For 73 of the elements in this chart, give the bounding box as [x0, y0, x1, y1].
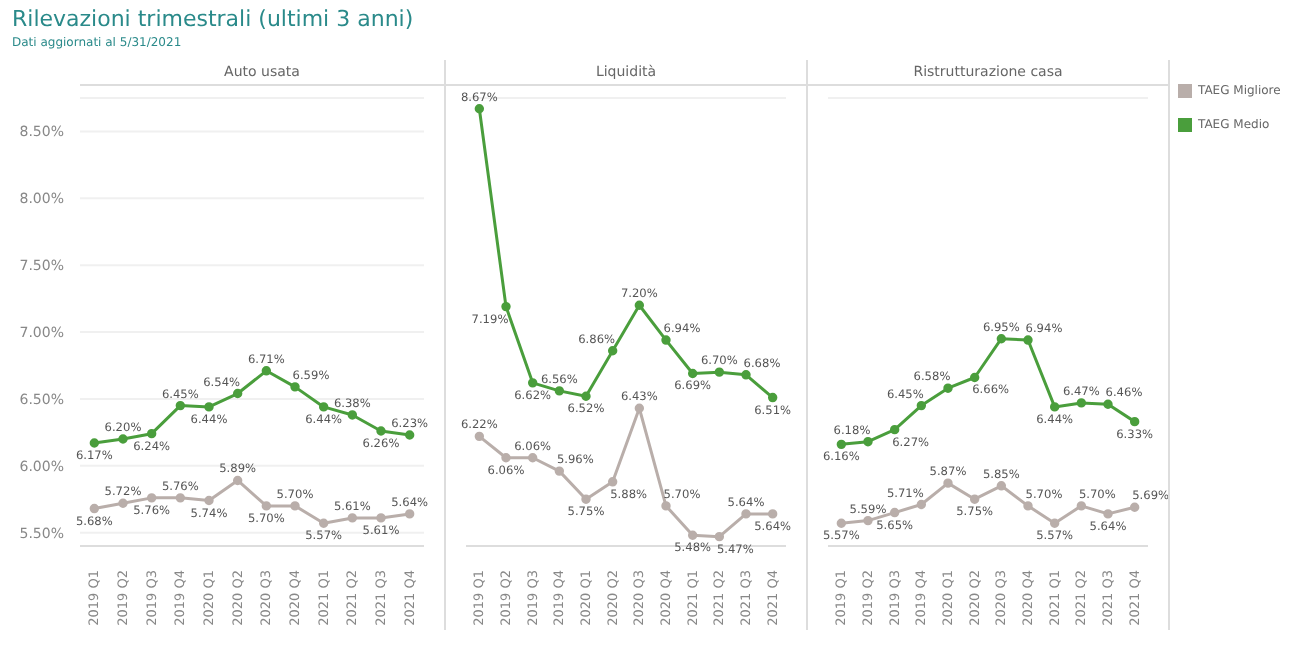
point: [889, 507, 900, 518]
point: [969, 494, 980, 504]
point: [474, 104, 485, 114]
point: [581, 494, 591, 504]
point: [836, 518, 847, 528]
point: [318, 518, 329, 528]
point: [916, 499, 927, 510]
point: [687, 368, 698, 379]
point: [318, 402, 329, 412]
point: [347, 513, 358, 523]
point: [969, 372, 980, 383]
point: [916, 400, 927, 411]
point: [1023, 335, 1033, 345]
point: [290, 382, 300, 392]
point: [527, 378, 538, 388]
point: [501, 453, 511, 463]
point: [290, 501, 300, 511]
point: [232, 475, 243, 486]
point: [634, 403, 645, 413]
point: [661, 501, 671, 511]
point: [741, 370, 751, 380]
point: [89, 438, 100, 448]
point: [261, 501, 272, 511]
point: [607, 346, 618, 356]
point: [118, 434, 128, 444]
point: [661, 335, 671, 345]
point: [607, 477, 618, 487]
point: [175, 400, 186, 411]
point: [554, 386, 565, 396]
point: [889, 424, 900, 435]
point: [1076, 398, 1087, 408]
chart-title: Rilevazioni trimestrali (ultimi 3 anni): [12, 6, 414, 32]
point: [634, 300, 645, 310]
point: [1049, 402, 1060, 412]
point: [714, 531, 725, 542]
point: [863, 436, 873, 447]
point: [146, 493, 157, 503]
point: [1103, 399, 1113, 409]
point: [261, 366, 272, 376]
point: [1103, 509, 1113, 519]
point: [404, 509, 415, 519]
point: [404, 430, 415, 440]
point: [527, 453, 538, 463]
point: [554, 466, 565, 476]
point: [863, 515, 873, 526]
point: [347, 410, 358, 420]
point: [996, 481, 1007, 491]
point: [1023, 501, 1033, 511]
point: [943, 478, 953, 488]
point: [767, 509, 778, 519]
point: [501, 301, 511, 312]
point: [1049, 518, 1060, 528]
point: [1129, 416, 1140, 427]
point: [376, 513, 386, 523]
point: [581, 391, 591, 401]
point: [232, 388, 243, 399]
point: [1129, 502, 1140, 512]
point: [204, 402, 214, 412]
point: [1076, 501, 1087, 511]
point: [741, 509, 751, 519]
point: [836, 439, 847, 450]
point: [996, 334, 1007, 344]
point: [89, 503, 100, 514]
point: [474, 431, 485, 442]
point: [376, 426, 386, 436]
point: [687, 530, 698, 540]
point: [943, 383, 953, 393]
point: [118, 498, 128, 508]
point: [146, 428, 157, 439]
point: [204, 495, 214, 506]
point: [175, 493, 186, 503]
point: [714, 367, 725, 377]
point: [767, 392, 778, 403]
